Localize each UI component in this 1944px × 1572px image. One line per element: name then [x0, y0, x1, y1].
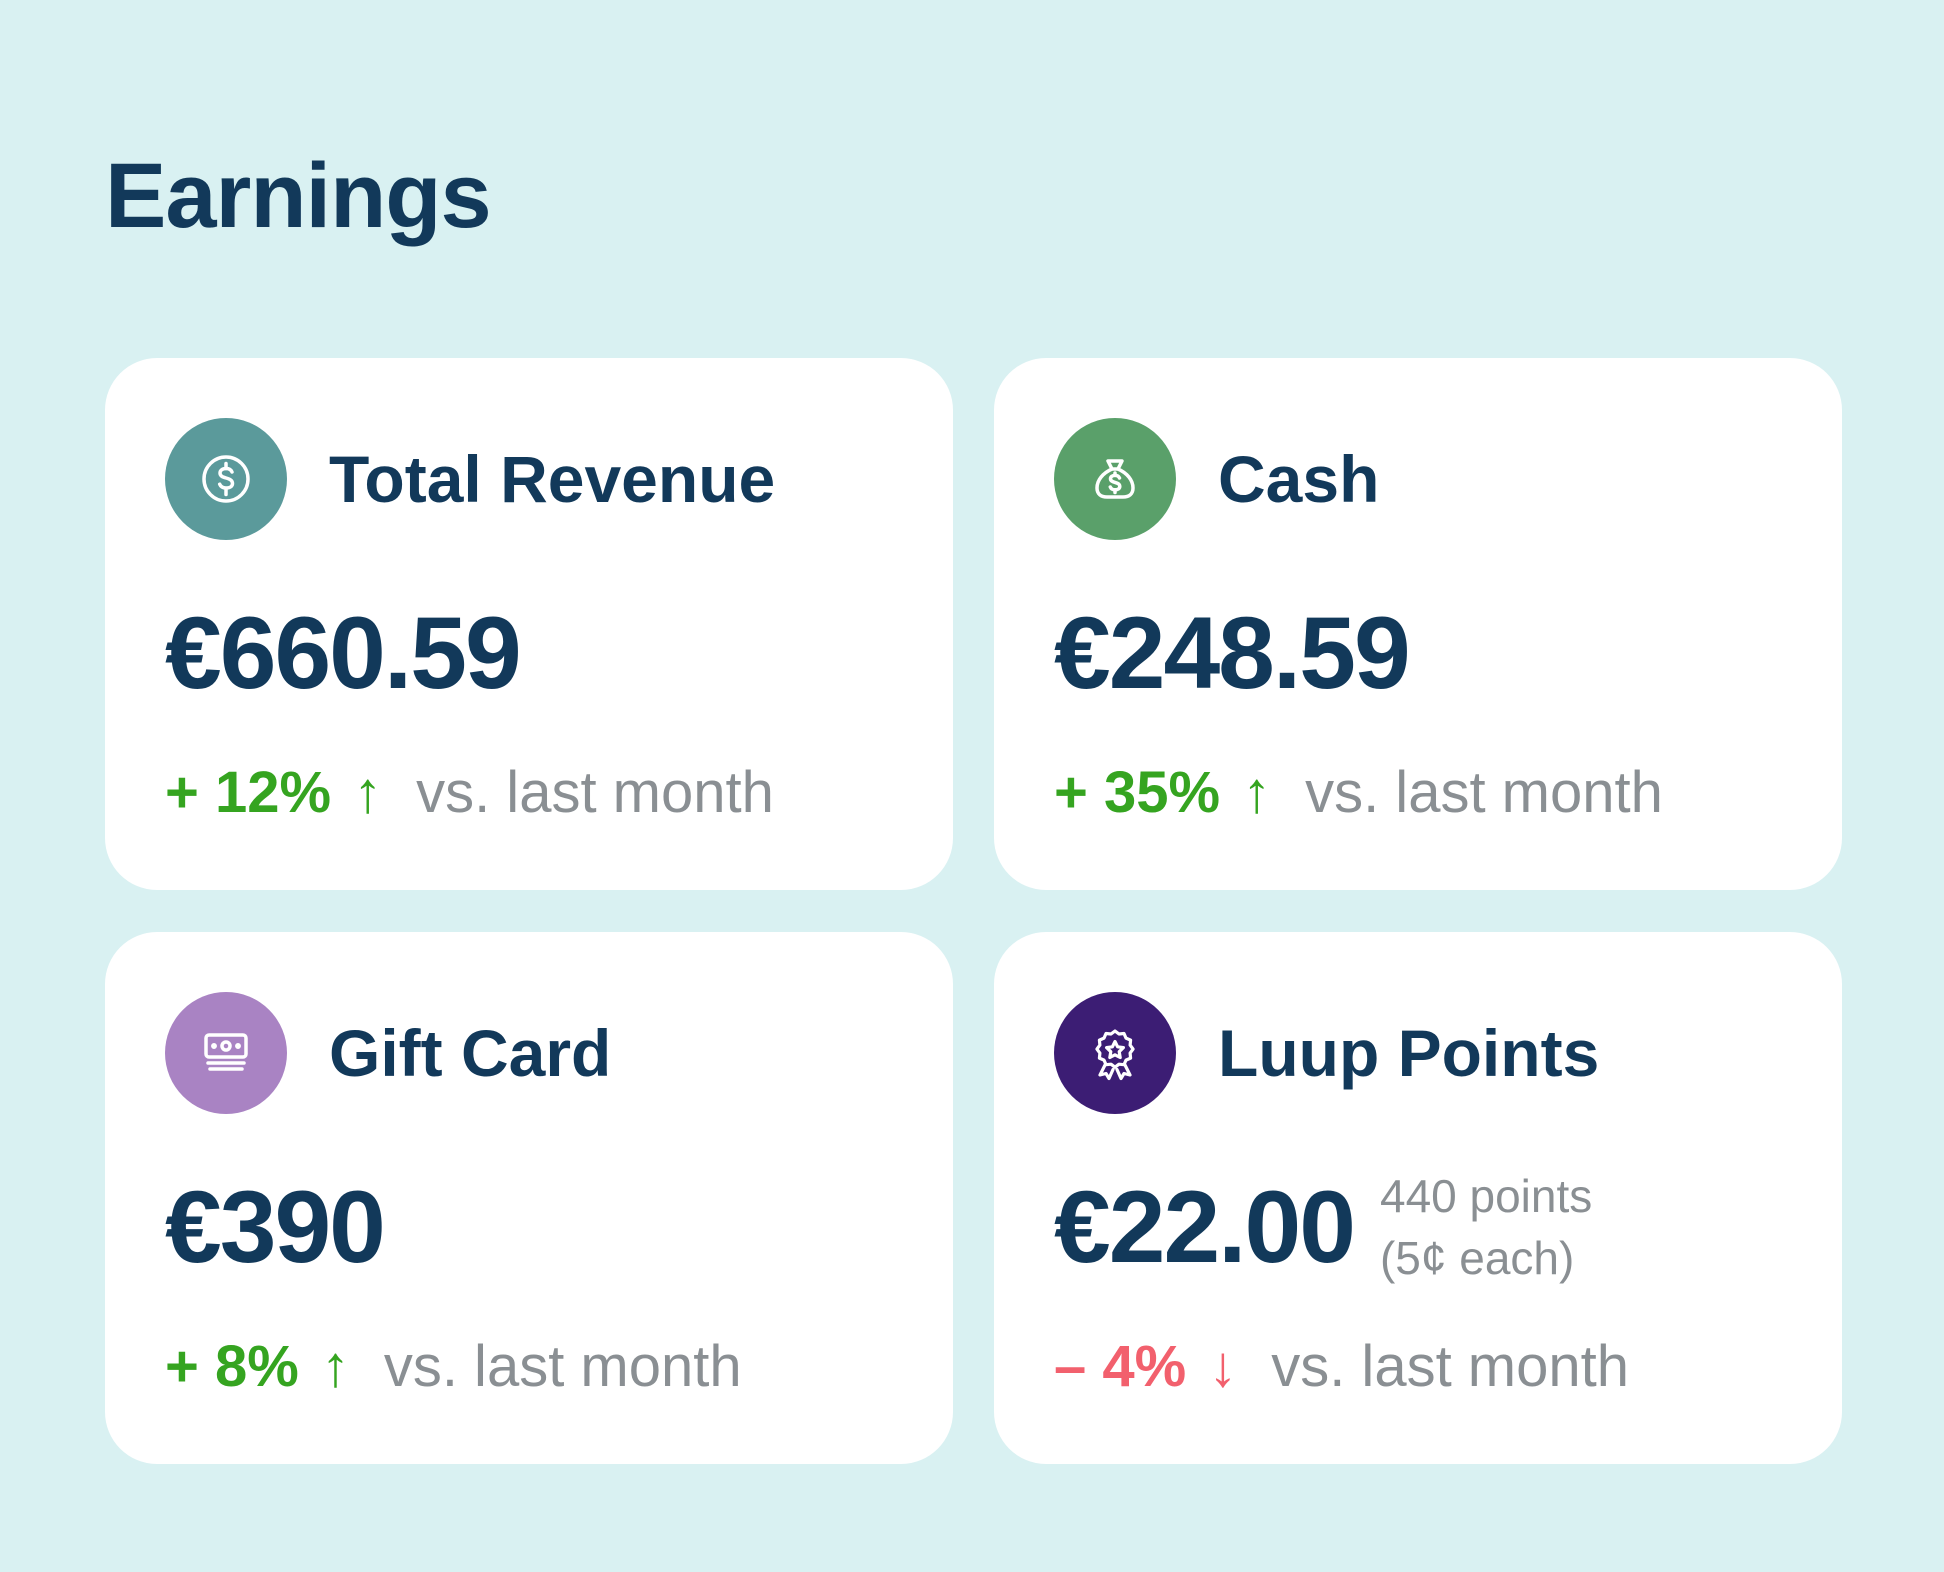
card-title: Luup Points	[1218, 1016, 1600, 1090]
card-luup-points[interactable]: Luup Points €22.00 440 points (5¢ each) …	[994, 932, 1842, 1464]
comparison-label: vs. last month	[416, 760, 774, 825]
money-bag-icon	[1054, 418, 1176, 540]
arrow-down-icon: ↓	[1208, 1334, 1238, 1399]
comparison-label: vs. last month	[1305, 760, 1663, 825]
dollar-coin-icon	[165, 418, 287, 540]
arrow-up-icon: ↑	[353, 760, 383, 825]
card-total-revenue[interactable]: Total Revenue €660.59 + 12% ↑ vs. last m…	[105, 358, 953, 890]
card-title: Total Revenue	[329, 442, 776, 516]
change-row: – 4% ↓ vs. last month	[1054, 1338, 1842, 1396]
comparison-label: vs. last month	[383, 1334, 742, 1399]
amount-row: €248.59	[1054, 598, 1842, 708]
amount-value: €390	[165, 1170, 386, 1284]
change-row: + 35% ↑ vs. last month	[1054, 764, 1842, 822]
points-rate: (5¢ each)	[1379, 1232, 1575, 1284]
amount-row: €22.00 440 points (5¢ each)	[1054, 1170, 1842, 1284]
arrow-up-icon: ↑	[1242, 760, 1272, 825]
change-percent: + 12%	[165, 760, 332, 825]
card-header: Gift Card	[165, 992, 953, 1114]
award-badge-icon	[1054, 992, 1176, 1114]
amount-value: €248.59	[1054, 596, 1411, 710]
change-percent: + 8%	[165, 1334, 299, 1399]
change-percent: + 35%	[1054, 760, 1221, 825]
page-title: Earnings	[105, 145, 492, 247]
card-header: Cash	[1054, 418, 1842, 540]
change-percent: – 4%	[1054, 1334, 1187, 1399]
amount-row: €660.59	[165, 598, 953, 708]
card-title: Cash	[1218, 442, 1380, 516]
earnings-grid: Total Revenue €660.59 + 12% ↑ vs. last m…	[105, 358, 1842, 1464]
arrow-up-icon: ↑	[320, 1334, 350, 1399]
points-count: 440 points	[1379, 1169, 1593, 1222]
amount-value: €22.00	[1054, 1170, 1356, 1284]
points-note: 440 points (5¢ each)	[1380, 1165, 1592, 1289]
card-title: Gift Card	[329, 1016, 612, 1090]
change-row: + 8% ↑ vs. last month	[165, 1338, 953, 1396]
amount-row: €390	[165, 1172, 953, 1282]
comparison-label: vs. last month	[1271, 1334, 1630, 1399]
change-row: + 12% ↑ vs. last month	[165, 764, 953, 822]
card-gift-card[interactable]: Gift Card €390 + 8% ↑ vs. last month	[105, 932, 953, 1464]
card-header: Total Revenue	[165, 418, 953, 540]
amount-value: €660.59	[165, 596, 522, 710]
card-cash[interactable]: Cash €248.59 + 35% ↑ vs. last month	[994, 358, 1842, 890]
card-header: Luup Points	[1054, 992, 1842, 1114]
gift-card-icon	[165, 992, 287, 1114]
